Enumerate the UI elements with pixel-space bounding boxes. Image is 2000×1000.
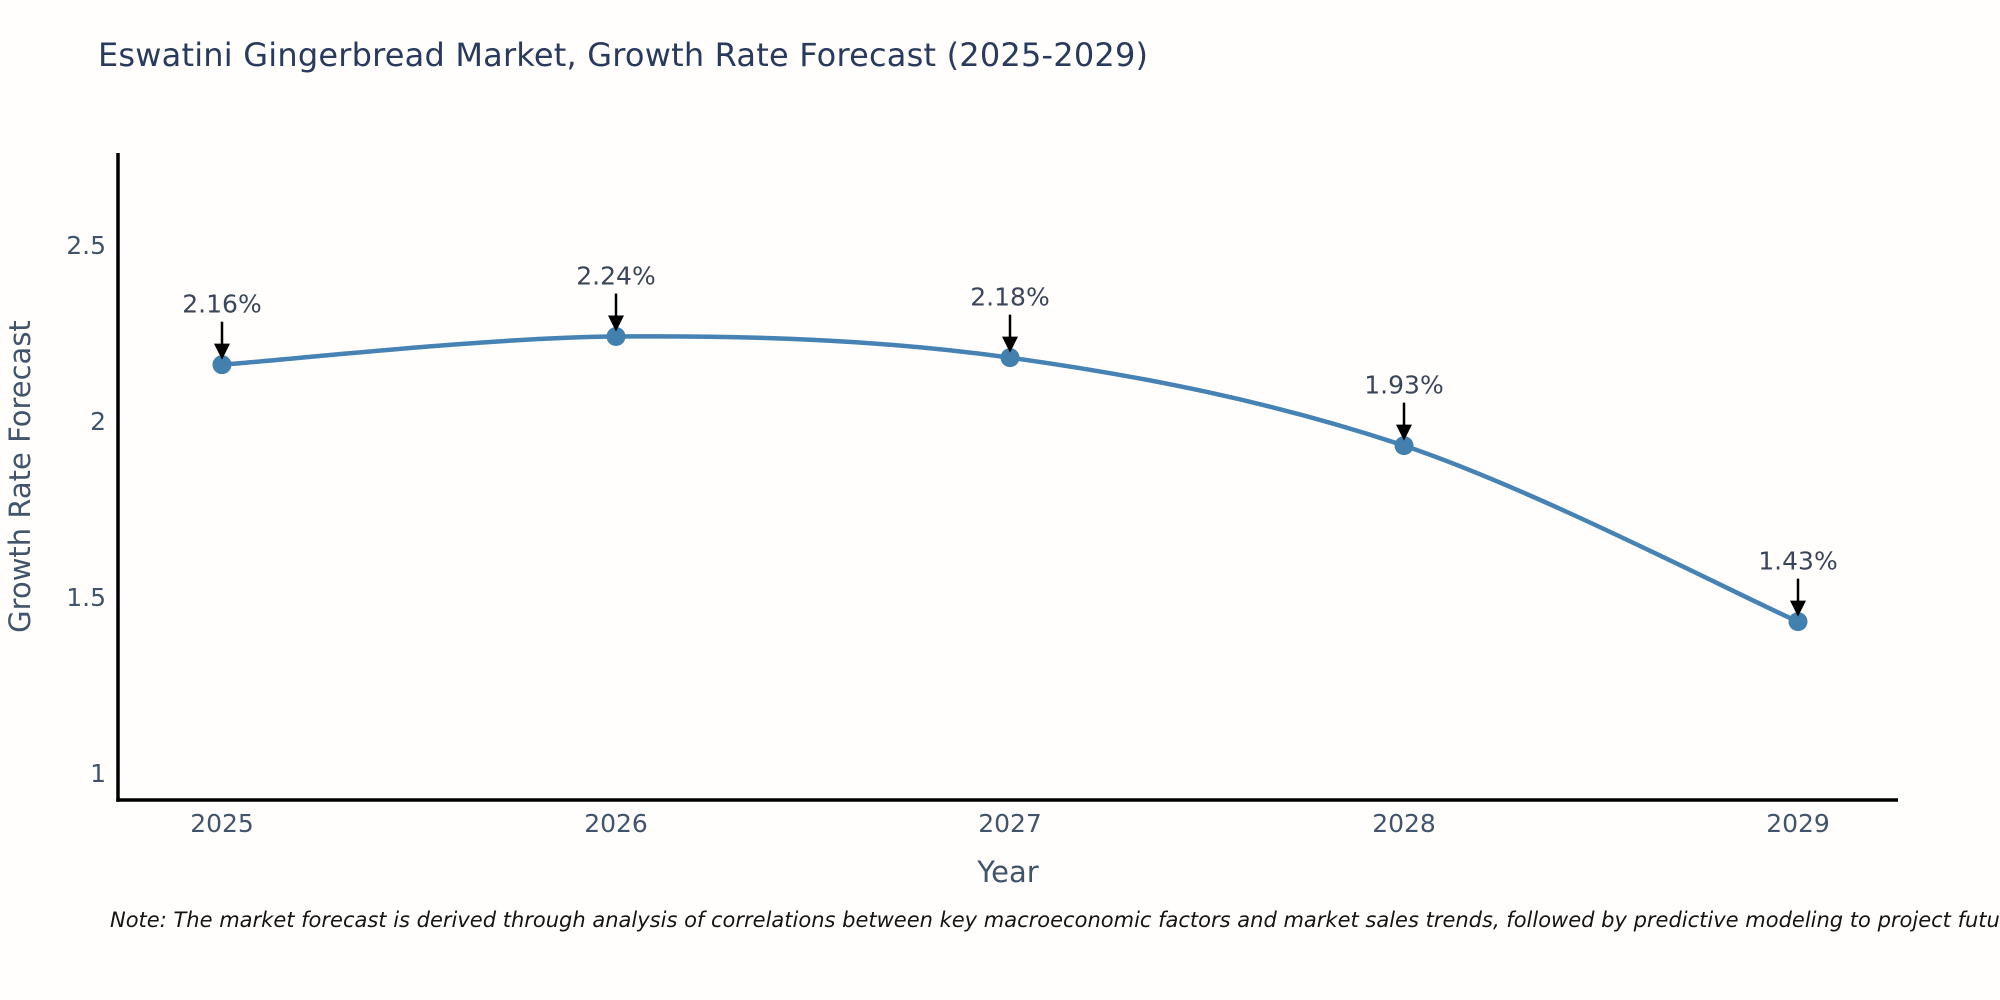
annotation-arrowhead xyxy=(1790,600,1806,617)
data-point-label: 1.93% xyxy=(1364,371,1443,400)
x-axis-title: Year xyxy=(976,855,1038,889)
annotation-arrowhead xyxy=(1002,336,1018,353)
x-tick-label: 2026 xyxy=(584,809,648,838)
data-point-marker xyxy=(212,355,232,375)
data-point-marker xyxy=(1788,612,1808,632)
data-point-marker xyxy=(1000,348,1020,368)
x-tick-label: 2029 xyxy=(1766,809,1830,838)
data-point-label: 1.43% xyxy=(1758,547,1837,576)
data-point-marker xyxy=(606,327,626,347)
annotation-arrowhead xyxy=(214,343,230,360)
data-point-label: 2.24% xyxy=(576,262,655,291)
y-tick-label: 1.5 xyxy=(66,583,106,612)
x-tick-label: 2027 xyxy=(978,809,1042,838)
y-tick-label: 2.5 xyxy=(66,231,106,260)
footnote: Note: The market forecast is derived thr… xyxy=(110,908,2000,932)
data-point-marker xyxy=(1394,436,1414,456)
series-line xyxy=(219,334,1801,624)
annotation-arrowhead xyxy=(1396,424,1412,441)
data-point-label: 2.18% xyxy=(970,283,1049,312)
chart-title: Eswatini Gingerbread Market, Growth Rate… xyxy=(98,36,1149,74)
y-tick-label: 1 xyxy=(90,759,106,788)
y-tick-label: 2 xyxy=(90,407,106,436)
y-axis-title: Growth Rate Forecast xyxy=(3,320,37,633)
x-tick-label: 2025 xyxy=(190,809,254,838)
annotation-arrowhead xyxy=(608,315,624,332)
data-point-label: 2.16% xyxy=(182,290,261,319)
x-tick-label: 2028 xyxy=(1372,809,1436,838)
